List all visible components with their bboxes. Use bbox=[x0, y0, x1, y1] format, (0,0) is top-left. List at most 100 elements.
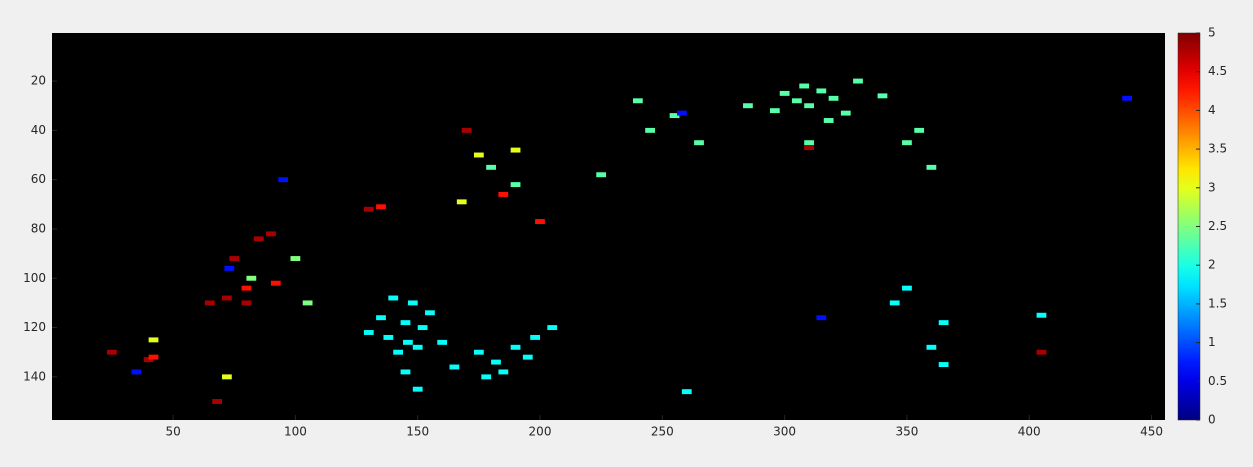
colorbar-tick-label: 0.5 bbox=[1208, 374, 1227, 388]
cell bbox=[437, 340, 447, 345]
colorbar-tick-label: 5 bbox=[1208, 26, 1216, 40]
cell bbox=[205, 300, 215, 305]
cell bbox=[481, 374, 491, 379]
cell bbox=[804, 145, 814, 150]
cell bbox=[271, 281, 281, 286]
cell bbox=[408, 300, 418, 305]
cell bbox=[770, 108, 780, 113]
cell bbox=[401, 369, 411, 374]
cell bbox=[535, 219, 545, 224]
x-tick-label: 50 bbox=[165, 425, 180, 439]
cell bbox=[401, 320, 411, 325]
colorbar-tick-label: 4.5 bbox=[1208, 64, 1227, 78]
cell bbox=[1122, 96, 1132, 101]
cell bbox=[547, 325, 557, 330]
cell bbox=[816, 88, 826, 93]
cell bbox=[902, 140, 912, 145]
cell bbox=[841, 111, 851, 116]
x-tick-label: 100 bbox=[284, 425, 307, 439]
cell bbox=[132, 369, 142, 374]
cell bbox=[376, 315, 386, 320]
cell bbox=[457, 199, 467, 204]
cell bbox=[486, 165, 496, 170]
cell bbox=[523, 355, 533, 360]
cell bbox=[229, 256, 239, 261]
cell bbox=[388, 296, 398, 301]
cell bbox=[816, 315, 826, 320]
cell bbox=[418, 325, 428, 330]
cell bbox=[246, 276, 256, 281]
x-tick-label: 350 bbox=[895, 425, 918, 439]
cell bbox=[254, 236, 264, 241]
y-tick-label: 80 bbox=[31, 221, 46, 235]
cell bbox=[1037, 313, 1047, 318]
colorbar-tick-label: 2.5 bbox=[1208, 219, 1227, 233]
colorbar-tick-label: 1.5 bbox=[1208, 296, 1227, 310]
cell bbox=[376, 204, 386, 209]
x-tick-label: 400 bbox=[1018, 425, 1041, 439]
cell bbox=[450, 365, 460, 370]
x-tick-label: 300 bbox=[773, 425, 796, 439]
cell bbox=[829, 96, 839, 101]
cell bbox=[498, 369, 508, 374]
cell bbox=[303, 300, 313, 305]
cell bbox=[474, 350, 484, 355]
y-tick-label: 120 bbox=[23, 320, 46, 334]
cell bbox=[107, 350, 117, 355]
cell bbox=[799, 84, 809, 89]
cell bbox=[222, 296, 232, 301]
cell bbox=[149, 355, 159, 360]
cell bbox=[511, 182, 521, 187]
x-tick-label: 450 bbox=[1140, 425, 1163, 439]
cell bbox=[939, 362, 949, 367]
x-tick-label: 250 bbox=[651, 425, 674, 439]
cell bbox=[364, 330, 374, 335]
cell bbox=[682, 389, 692, 394]
cell bbox=[242, 286, 252, 291]
plot-area bbox=[52, 33, 1165, 420]
y-tick-label: 60 bbox=[31, 172, 46, 186]
cell bbox=[927, 345, 937, 350]
cell bbox=[403, 340, 413, 345]
cell bbox=[383, 335, 393, 340]
cell bbox=[149, 337, 159, 342]
cell bbox=[291, 256, 301, 261]
cell bbox=[425, 310, 435, 315]
cell bbox=[224, 266, 234, 271]
colorbar-tick-label: 4 bbox=[1208, 103, 1216, 117]
cell bbox=[780, 91, 790, 96]
cell bbox=[491, 360, 501, 365]
colorbar-tick-label: 1 bbox=[1208, 335, 1216, 349]
y-tick-label: 40 bbox=[31, 123, 46, 137]
cell bbox=[677, 111, 687, 116]
cell bbox=[804, 103, 814, 108]
y-tick-label: 20 bbox=[31, 74, 46, 88]
cell bbox=[743, 103, 753, 108]
colorbar-tick-label: 0 bbox=[1208, 413, 1216, 427]
cell bbox=[853, 79, 863, 84]
cell bbox=[824, 118, 834, 123]
cell bbox=[914, 128, 924, 133]
cell bbox=[364, 207, 374, 212]
cell bbox=[212, 399, 222, 404]
cell bbox=[890, 300, 900, 305]
cell bbox=[596, 172, 606, 177]
cell bbox=[242, 300, 252, 305]
cell bbox=[222, 374, 232, 379]
cell bbox=[498, 192, 508, 197]
x-tick-label: 150 bbox=[406, 425, 429, 439]
cell bbox=[927, 165, 937, 170]
cell bbox=[902, 286, 912, 291]
y-tick-label: 140 bbox=[23, 369, 46, 383]
cell bbox=[792, 98, 802, 103]
cell bbox=[1037, 350, 1047, 355]
x-tick-label: 200 bbox=[529, 425, 552, 439]
y-tick-label: 100 bbox=[23, 271, 46, 285]
cell bbox=[413, 387, 423, 392]
colorbar-tick-label: 3.5 bbox=[1208, 142, 1227, 156]
cell bbox=[939, 320, 949, 325]
cell bbox=[511, 345, 521, 350]
cell bbox=[413, 345, 423, 350]
cell bbox=[278, 177, 288, 182]
cell bbox=[530, 335, 540, 340]
